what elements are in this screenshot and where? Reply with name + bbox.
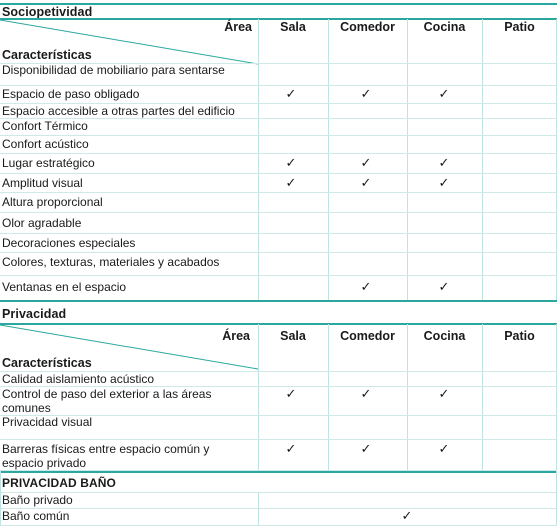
area-label: Área bbox=[224, 20, 252, 34]
diagonal-divider bbox=[0, 19, 258, 65]
check-cocina: ✓ bbox=[438, 441, 450, 456]
check-cocina: ✓ bbox=[438, 175, 450, 190]
row-label: Control de paso del exterior a las áreas… bbox=[2, 387, 212, 415]
privacidad-bano-table: PRIVACIDAD BAÑO Baño privado Baño común … bbox=[0, 471, 557, 528]
row-label: Olor agradable bbox=[2, 216, 82, 230]
row-label: Lugar estratégico bbox=[2, 156, 95, 170]
check-comedor: ✓ bbox=[360, 155, 372, 170]
col-patio: Patio bbox=[504, 20, 535, 34]
check-cocina: ✓ bbox=[438, 386, 450, 401]
row-label: Baño privado bbox=[2, 493, 73, 507]
check-cocina: ✓ bbox=[438, 86, 450, 101]
col-sala: Sala bbox=[280, 329, 306, 343]
row-label: Barreras físicas entre espacio común y e… bbox=[2, 442, 210, 470]
col-patio: Patio bbox=[504, 329, 535, 343]
check-sala: ✓ bbox=[285, 86, 297, 101]
row-label: Confort acústico bbox=[2, 137, 89, 151]
check-sala: ✓ bbox=[285, 175, 297, 190]
row-label: Espacio de paso obligado bbox=[2, 87, 140, 101]
row-label: Altura proporcional bbox=[2, 195, 103, 209]
sociopetividad-table: Sociopetividad Área Características Sala… bbox=[0, 3, 557, 302]
row-label: Calidad aislamiento acústico bbox=[2, 372, 155, 386]
row-label: Espacio accesible a otras partes del edi… bbox=[2, 104, 235, 118]
caracteristicas-label: Características bbox=[2, 356, 92, 370]
col-cocina: Cocina bbox=[423, 20, 466, 34]
row-label: Baño común bbox=[2, 509, 70, 523]
area-label: Área bbox=[222, 329, 250, 343]
section-title: PRIVACIDAD BAÑO bbox=[2, 476, 116, 490]
col-comedor: Comedor bbox=[340, 20, 395, 34]
caracteristicas-label: Características bbox=[2, 48, 92, 62]
row-label: Colores, texturas, materiales y acabados bbox=[2, 255, 220, 269]
check-sala: ✓ bbox=[285, 155, 297, 170]
diagonal-divider bbox=[0, 324, 258, 370]
check-cocina: ✓ bbox=[438, 155, 450, 170]
check-bano-comun: ✓ bbox=[401, 508, 413, 523]
row-label: Privacidad visual bbox=[2, 415, 93, 429]
check-comedor: ✓ bbox=[360, 441, 372, 456]
privacidad-table: Privacidad Área Características Sala Com… bbox=[0, 303, 557, 471]
check-comedor: ✓ bbox=[360, 279, 372, 294]
col-sala: Sala bbox=[280, 20, 306, 34]
col-comedor: Comedor bbox=[340, 329, 395, 343]
check-comedor: ✓ bbox=[360, 386, 372, 401]
row-label: Ventanas en el espacio bbox=[2, 280, 127, 294]
row-label: Amplitud visual bbox=[2, 176, 83, 190]
row-label: Confort Térmico bbox=[2, 119, 88, 133]
check-comedor: ✓ bbox=[360, 175, 372, 190]
check-comedor: ✓ bbox=[360, 86, 372, 101]
section-title: Sociopetividad bbox=[2, 5, 93, 19]
row-label: Disponibilidad de mobiliario para sentar… bbox=[2, 63, 225, 77]
row-label: Decoraciones especiales bbox=[2, 236, 136, 250]
check-sala: ✓ bbox=[285, 441, 297, 456]
check-cocina: ✓ bbox=[438, 279, 450, 294]
section-title: Privacidad bbox=[2, 307, 67, 321]
check-sala: ✓ bbox=[285, 386, 297, 401]
col-cocina: Cocina bbox=[423, 329, 466, 343]
